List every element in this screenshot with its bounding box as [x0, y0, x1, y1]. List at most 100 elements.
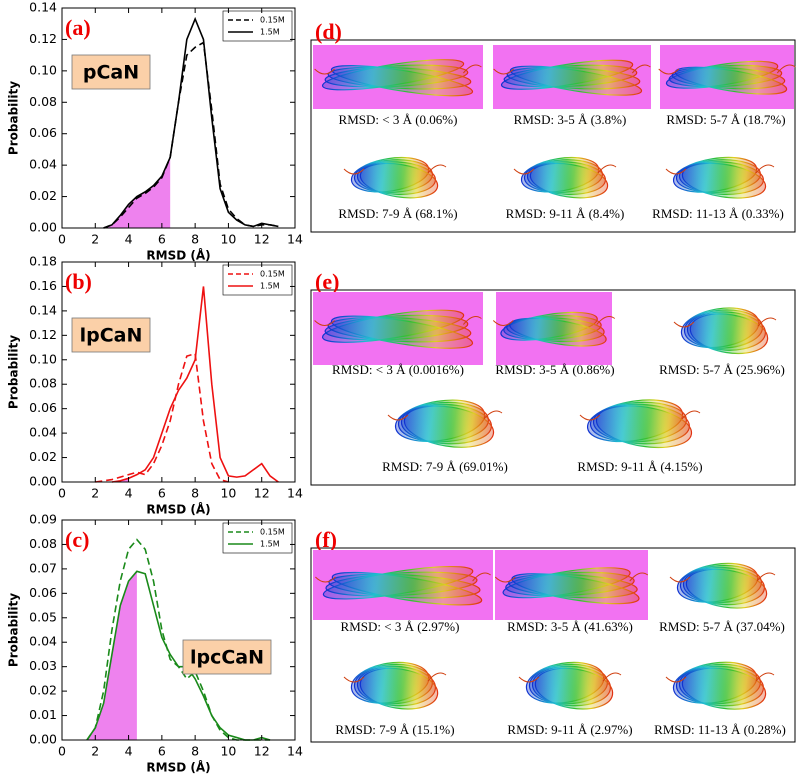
x-tick-label: 4: [125, 486, 133, 501]
caption: RMSD: 5-7 Å (25.96%): [659, 362, 785, 377]
coil: [665, 164, 775, 175]
protein-structure: [513, 156, 617, 199]
x-tick-label: 10: [220, 744, 236, 759]
legend-box: [222, 10, 293, 42]
y-tick-label: 0.06: [29, 400, 57, 415]
name-label: lpCaN: [80, 325, 143, 347]
protein-structure: [492, 311, 616, 347]
coil: [494, 572, 649, 583]
legend-label: 1.5M: [260, 540, 280, 549]
y-tick-label: 0.14: [29, 0, 57, 15]
x-tick-label: 4: [125, 744, 133, 759]
y-tick-label: 0.08: [29, 94, 57, 109]
x-tick-label: 14: [287, 232, 303, 247]
x-tick-label: 12: [254, 486, 270, 501]
protein-structure: [343, 156, 447, 199]
helix: [681, 162, 767, 199]
name-box: [182, 639, 272, 675]
y-axis-label: Probability: [7, 593, 21, 667]
coil: [387, 410, 503, 421]
protein-structure: [494, 567, 649, 605]
coil: [518, 672, 622, 683]
protein-structure: [315, 565, 491, 606]
y-tick-label: 0.04: [29, 157, 57, 172]
y-tick-label: 0.12: [29, 31, 57, 46]
y-tick-label: 0.07: [29, 560, 57, 575]
x-tick-label: 4: [125, 232, 133, 247]
x-tick-label: 8: [191, 232, 199, 247]
y-tick-label: 0.09: [29, 512, 57, 527]
name-box: [71, 317, 151, 353]
plot-area: [62, 262, 295, 482]
helix: [330, 64, 474, 97]
caption: RMSD: 11-13 Å (0.28%): [654, 722, 786, 737]
panel-label: (d): [315, 19, 342, 44]
y-tick-label: 0.05: [29, 609, 57, 624]
legend-label: 1.5M: [260, 282, 280, 291]
x-tick-label: 0: [58, 744, 66, 759]
x-tick-label: 10: [220, 232, 236, 247]
protein-structure: [493, 59, 651, 96]
coil: [343, 164, 447, 175]
shaded-area: [111, 478, 129, 482]
x-tick-label: 14: [287, 744, 303, 759]
y-tick-label: 0.04: [29, 634, 57, 649]
y-tick-label: 0.02: [29, 449, 57, 464]
x-tick-label: 2: [91, 232, 99, 247]
x-tick-label: 12: [254, 232, 270, 247]
y-tick-label: 0.01: [29, 707, 57, 722]
data-line: [86, 570, 271, 741]
y-tick-label: 0.10: [29, 351, 57, 366]
coil: [669, 572, 776, 583]
legend-box: [222, 264, 293, 296]
caption: RMSD: 3-5 Å (41.63%): [507, 619, 633, 634]
protein-structure: [665, 156, 775, 199]
protein-structure: [658, 60, 796, 95]
coil: [314, 64, 482, 75]
plot-area: [62, 8, 295, 228]
coil: [665, 672, 775, 683]
x-tick-label: 10: [220, 486, 236, 501]
helix: [534, 667, 614, 710]
x-tick-label: 2: [91, 744, 99, 759]
helix: [685, 568, 768, 609]
caption: RMSD: 3-5 Å (0.86%): [495, 362, 614, 377]
y-tick-label: 0.03: [29, 658, 57, 673]
y-tick-label: 0.18: [29, 254, 57, 269]
helix: [359, 667, 439, 710]
helix: [529, 162, 609, 199]
coil: [492, 316, 616, 326]
legend-box: [222, 522, 293, 554]
x-tick-label: 0: [58, 232, 66, 247]
caption: RMSD: < 3 Å (0.0016%): [332, 362, 464, 377]
panel-label: (e): [315, 269, 339, 294]
legend-label: 0.15M: [260, 528, 285, 537]
coil: [513, 164, 617, 175]
legend-label: 0.15M: [260, 270, 285, 279]
helix: [511, 573, 640, 605]
caption: RMSD: 9-11 Å (4.15%): [577, 459, 702, 474]
x-tick-label: 0: [58, 486, 66, 501]
helix: [331, 571, 483, 606]
protein-structure: [579, 399, 701, 449]
x-axis-label: RMSD (Å): [146, 502, 210, 517]
y-tick-label: 0.14: [29, 302, 57, 317]
x-tick-label: 14: [287, 486, 303, 501]
x-tick-label: 6: [158, 744, 166, 759]
caption: RMSD: 5-7 Å (18.7%): [666, 112, 785, 127]
coil: [658, 64, 796, 75]
data-line: [111, 286, 279, 483]
legend-label: 0.15M: [260, 16, 285, 25]
helix: [359, 162, 439, 199]
caption: RMSD: 11-13 Å (0.33%): [652, 206, 784, 221]
shaded-area: [103, 157, 171, 228]
x-tick-label: 2: [91, 486, 99, 501]
coil: [315, 572, 491, 583]
protein-structure: [314, 59, 482, 97]
name-box: [71, 54, 151, 90]
y-axis-label: Probability: [7, 335, 21, 409]
y-tick-label: 0.06: [29, 585, 57, 600]
protein-structure: [518, 661, 622, 710]
caption: RMSD: 5-7 Å (37.04%): [659, 619, 785, 634]
y-tick-label: 0.00: [29, 732, 57, 747]
